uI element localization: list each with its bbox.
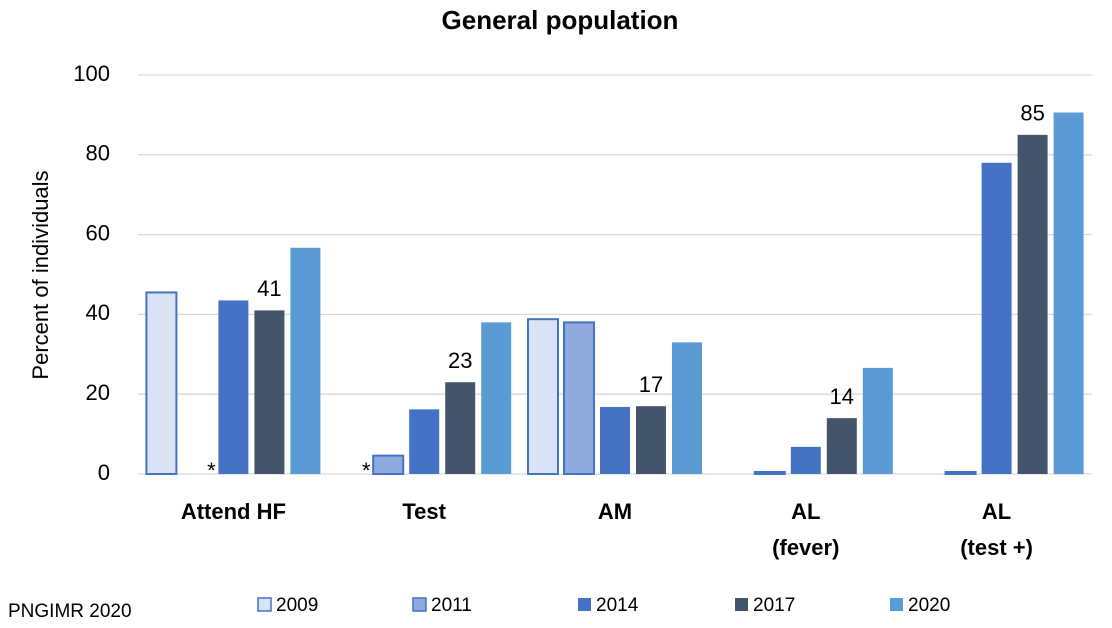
legend-swatch xyxy=(412,597,427,612)
legend-label: 2017 xyxy=(753,595,795,616)
legend-swatch xyxy=(890,598,903,611)
legend-label: 2020 xyxy=(908,595,950,616)
bar xyxy=(218,300,249,474)
bar xyxy=(563,321,595,475)
chart-title: General population xyxy=(442,5,679,35)
legend-label: 2011 xyxy=(431,595,472,616)
y-tick-label: 60 xyxy=(86,220,110,245)
bar xyxy=(753,471,786,476)
legend-swatch xyxy=(735,598,748,611)
bar xyxy=(290,247,321,474)
y-axis-label: Percent of individuals xyxy=(28,170,53,379)
bar xyxy=(527,318,559,475)
y-tick-label: 100 xyxy=(73,61,110,86)
x-tick-label: Test xyxy=(402,499,446,524)
bar xyxy=(636,406,666,474)
bar xyxy=(600,406,630,474)
bar xyxy=(826,418,857,474)
bar xyxy=(672,342,702,474)
bar xyxy=(1017,134,1048,474)
bar xyxy=(145,291,178,475)
bar xyxy=(790,446,821,474)
bar xyxy=(1053,112,1084,475)
legend-label: 2014 xyxy=(596,595,639,616)
bar xyxy=(981,162,1012,474)
annotation: * xyxy=(362,458,371,483)
bar xyxy=(944,471,977,476)
bar xyxy=(445,382,476,474)
legend-label: 2009 xyxy=(276,595,318,616)
bar xyxy=(409,409,440,474)
data-label: 85 xyxy=(1020,101,1044,126)
x-tick-label: AL (fever) xyxy=(772,499,840,560)
data-label: 14 xyxy=(830,384,854,409)
y-tick-label: 80 xyxy=(86,141,110,166)
x-tick-label: AM xyxy=(597,499,633,524)
source: PNGIMR 2020 xyxy=(8,601,132,622)
y-tick-label: 0 xyxy=(98,460,110,485)
legend-swatch xyxy=(257,597,272,612)
x-tick-label: Attend HF xyxy=(180,499,286,524)
data-label: 41 xyxy=(257,276,281,301)
legend-swatch xyxy=(578,598,591,611)
bar xyxy=(254,310,285,474)
data-label: 17 xyxy=(639,372,663,397)
data-label: 23 xyxy=(448,348,472,373)
y-tick-label: 40 xyxy=(86,300,110,325)
annotation: * xyxy=(207,458,216,483)
bar xyxy=(481,322,512,474)
bar xyxy=(372,454,405,475)
bar xyxy=(862,367,893,474)
y-tick-label: 20 xyxy=(86,380,110,405)
x-tick-label: AL (test +) xyxy=(960,499,1033,560)
